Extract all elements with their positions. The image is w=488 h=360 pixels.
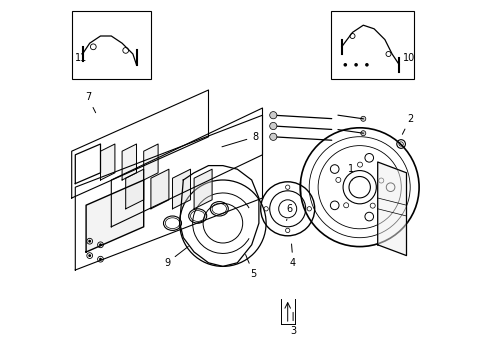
Circle shape	[343, 63, 346, 67]
FancyArrowPatch shape	[276, 126, 331, 130]
Text: 6: 6	[286, 204, 292, 221]
Circle shape	[99, 243, 102, 246]
Polygon shape	[194, 169, 212, 209]
Polygon shape	[377, 162, 406, 256]
Polygon shape	[125, 169, 143, 209]
Circle shape	[88, 240, 91, 243]
Circle shape	[354, 63, 357, 67]
Text: 4: 4	[289, 244, 296, 268]
Text: 5: 5	[245, 255, 256, 279]
Text: 11: 11	[75, 53, 87, 63]
Polygon shape	[86, 180, 143, 252]
Circle shape	[99, 258, 102, 261]
Circle shape	[360, 116, 365, 121]
Text: 8: 8	[222, 132, 258, 147]
Circle shape	[269, 112, 276, 119]
Bar	[330, 11, 413, 79]
Polygon shape	[151, 169, 168, 209]
Bar	[72, 11, 151, 79]
Text: 2: 2	[402, 114, 412, 134]
Circle shape	[269, 133, 276, 140]
Text: 9: 9	[163, 247, 188, 268]
Text: 3: 3	[289, 312, 296, 336]
Circle shape	[365, 63, 368, 67]
Polygon shape	[101, 144, 115, 180]
Polygon shape	[122, 144, 136, 180]
Text: 7: 7	[84, 92, 96, 113]
Polygon shape	[172, 169, 190, 209]
Polygon shape	[143, 144, 158, 180]
Circle shape	[88, 254, 91, 257]
Circle shape	[269, 122, 276, 130]
Circle shape	[360, 131, 365, 136]
Text: 10: 10	[402, 53, 414, 63]
FancyArrowPatch shape	[276, 115, 331, 119]
Text: 1: 1	[347, 164, 353, 180]
FancyArrowPatch shape	[276, 137, 331, 140]
